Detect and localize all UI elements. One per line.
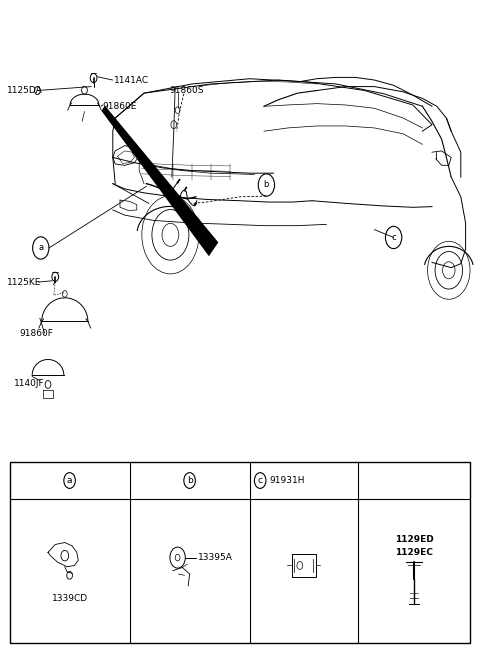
Text: 91931H: 91931H (270, 476, 305, 485)
Text: 1140JF: 1140JF (14, 379, 45, 388)
Text: 13395A: 13395A (198, 553, 233, 562)
Bar (10, 462, 470, 643)
Text: 1125KE: 1125KE (7, 277, 42, 287)
Text: 1125DA: 1125DA (7, 86, 43, 95)
Text: a: a (67, 476, 72, 485)
Text: 91860F: 91860F (19, 329, 53, 338)
Text: 91860E: 91860E (102, 102, 137, 111)
Polygon shape (97, 100, 219, 258)
Text: c: c (258, 476, 263, 485)
Text: 1129EC: 1129EC (395, 548, 433, 557)
Text: 1129ED: 1129ED (395, 535, 433, 544)
Text: 91860S: 91860S (169, 86, 204, 95)
Text: 1339CD: 1339CD (51, 594, 88, 603)
Text: c: c (391, 233, 396, 242)
Text: b: b (187, 476, 192, 485)
Text: a: a (38, 243, 43, 253)
Text: 1141AC: 1141AC (114, 75, 149, 85)
Text: b: b (264, 180, 269, 190)
